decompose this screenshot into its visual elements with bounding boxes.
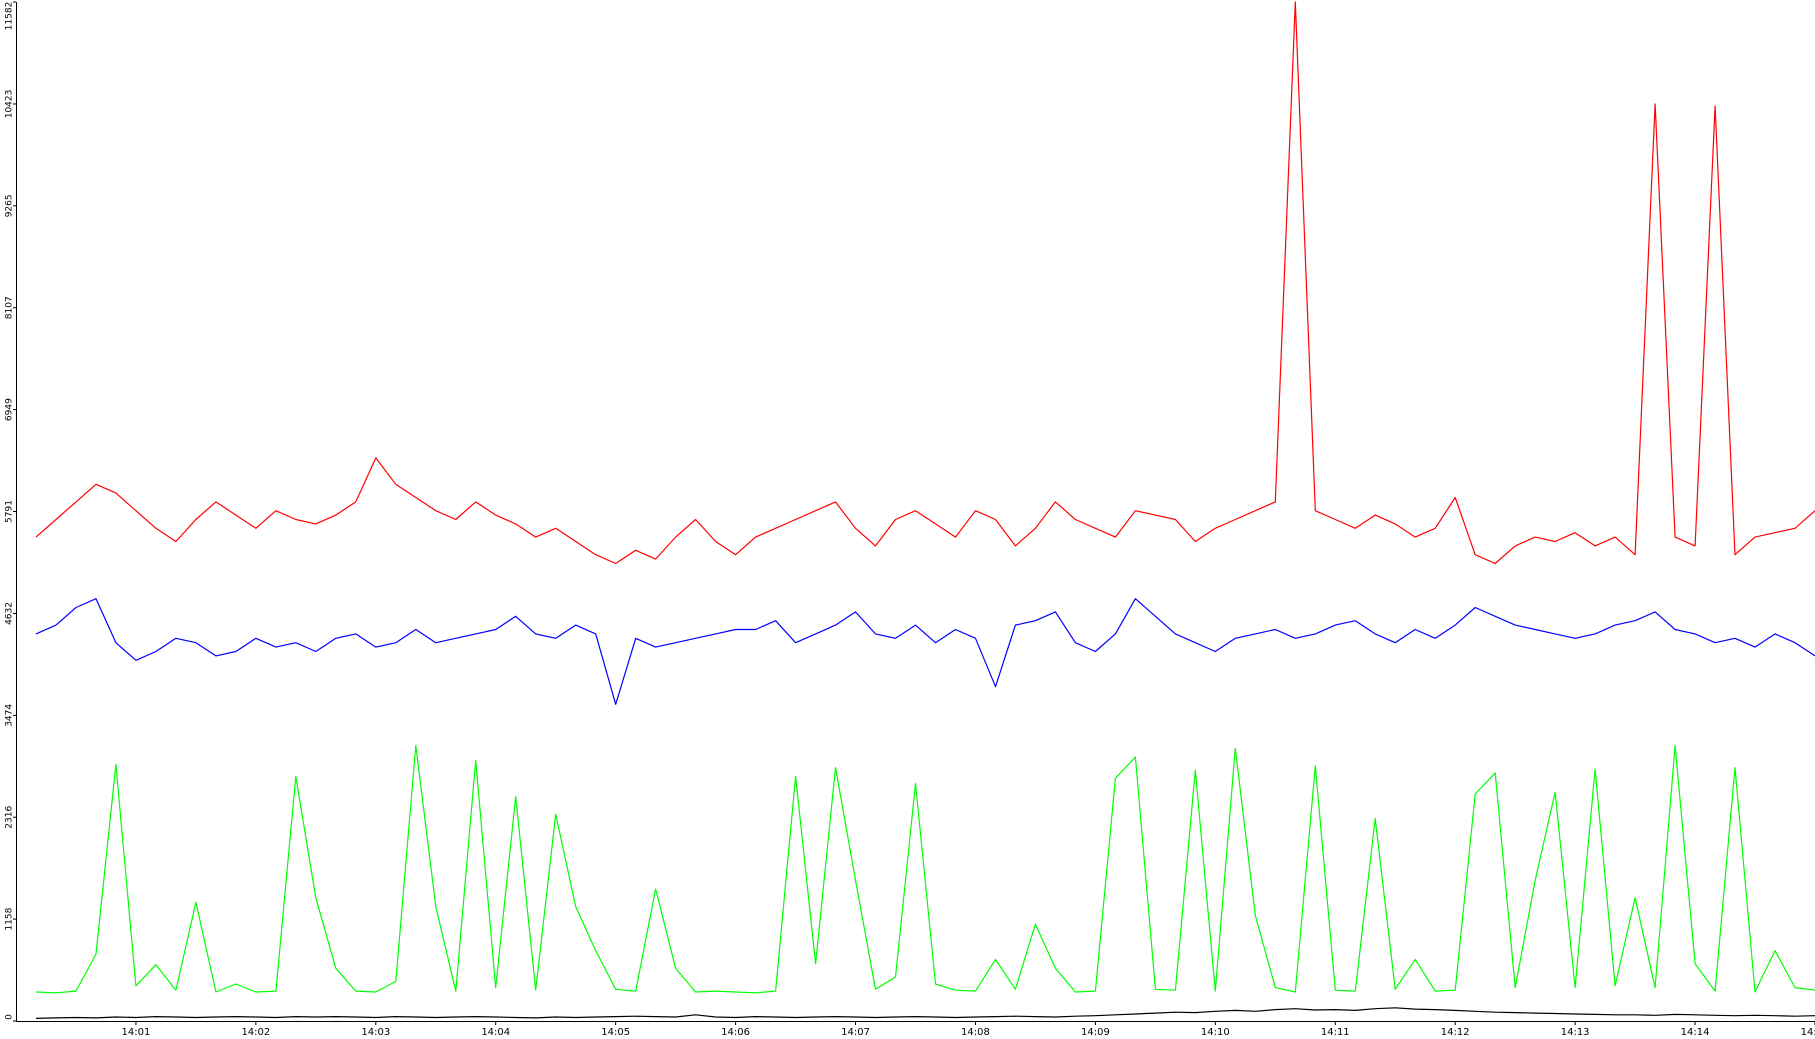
x-tick-label: 14:01 — [122, 1027, 151, 1038]
y-tick-label: 9265 — [5, 194, 15, 217]
series-line — [35, 1007, 1815, 1019]
series-line — [35, 598, 1815, 705]
y-tick-label: 8107 — [5, 296, 15, 319]
y-tick-label: 2316 — [5, 806, 15, 829]
x-tick-label: 14:05 — [601, 1027, 630, 1038]
x-tick-label: 14:14 — [1681, 1027, 1710, 1038]
x-tick-label: 14:13 — [1561, 1027, 1590, 1038]
y-tick-label: 0 — [5, 1014, 15, 1020]
x-tick-label: 14:02 — [241, 1027, 270, 1038]
y-tick-label: 6949 — [5, 398, 15, 421]
x-tick-label: 14:09 — [1081, 1027, 1110, 1038]
x-tick-label: 14:04 — [481, 1027, 510, 1038]
y-tick-label: 3474 — [5, 704, 15, 727]
x-tick-label: 14:11 — [1321, 1027, 1350, 1038]
series-line — [35, 745, 1815, 994]
x-tick-label: 14:06 — [721, 1027, 750, 1038]
y-tick-label: 10423 — [5, 90, 15, 119]
x-tick-label: 14:08 — [961, 1027, 990, 1038]
x-tick-label: 14:07 — [841, 1027, 870, 1038]
x-tick-label: 14:15 — [1801, 1027, 1815, 1038]
y-tick-label: 4632 — [5, 602, 15, 625]
series-line — [35, 1, 1815, 565]
x-tick-label: 14:10 — [1201, 1027, 1230, 1038]
y-tick-label: 11582 — [5, 2, 15, 31]
y-tick-label: 1158 — [5, 907, 15, 930]
x-tick-label: 14:12 — [1441, 1027, 1470, 1038]
y-tick-label: 5791 — [5, 500, 15, 523]
x-tick-label: 14:03 — [361, 1027, 390, 1038]
